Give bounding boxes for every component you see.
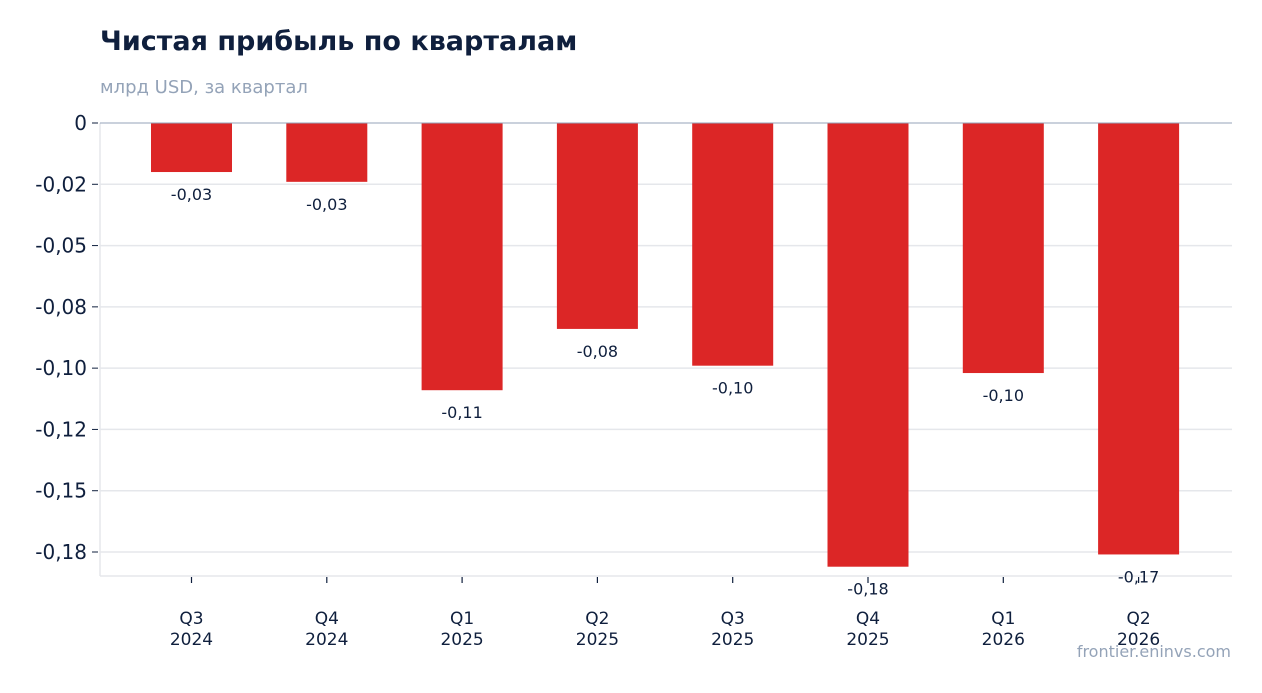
y-axis-ticks: 0 -0,02 -0,05 -0,08 -0,10 -0,12 -0,15 -0,18: [35, 111, 98, 564]
bar: [151, 123, 232, 173]
x-axis-ticks: Q32024Q42024Q12025Q22025Q32025Q42025Q120…: [170, 577, 1160, 650]
x-tick-label-year: 2024: [305, 630, 348, 650]
y-tick-label: -0,05: [35, 234, 87, 258]
data-label: -0,10: [712, 379, 753, 398]
y-tick-label: -0,18: [35, 540, 87, 564]
data-label: -0,18: [847, 580, 888, 599]
x-tick-label-year: 2024: [170, 630, 213, 650]
chart-subtitle: млрд USD, за квартал: [100, 77, 308, 98]
x-tick-label: Q3: [721, 609, 745, 629]
x-tick-label-year: 2026: [1117, 630, 1160, 650]
bar: [421, 123, 503, 391]
x-tick-label-year: 2025: [576, 630, 619, 650]
y-tick-label: -0,02: [35, 172, 87, 196]
data-label: -0,11: [441, 403, 482, 422]
bar: [286, 123, 368, 182]
data-label: -0,03: [171, 185, 212, 204]
y-tick-label: -0,08: [35, 295, 87, 319]
x-tick-label-year: 2025: [440, 630, 483, 650]
x-tick-label: Q4: [315, 609, 339, 629]
data-label: -0,17: [1118, 567, 1159, 586]
bar: [1098, 123, 1180, 555]
x-tick-label: Q3: [179, 609, 203, 629]
y-tick-label: -0,12: [35, 417, 87, 441]
y-tick-label: 0: [74, 111, 87, 135]
bar: [556, 123, 638, 329]
source-credit: frontier.eninvs.com: [1076, 642, 1231, 661]
x-tick-label: Q4: [856, 609, 880, 629]
x-tick-label-year: 2026: [982, 630, 1025, 650]
bars: [100, 122, 1232, 567]
bar: [827, 123, 909, 567]
x-tick-label-year: 2025: [711, 630, 754, 650]
data-label: -0,10: [983, 386, 1024, 405]
chart-title: Чистая прибыль по кварталам: [100, 26, 578, 57]
x-tick-label-year: 2025: [846, 630, 889, 650]
x-tick-label: Q2: [1126, 609, 1150, 629]
y-tick-label: -0,15: [35, 479, 87, 503]
x-tick-label: Q1: [450, 609, 474, 629]
x-tick-label: Q2: [585, 609, 609, 629]
bar: [692, 123, 774, 366]
y-tick-label: -0,10: [35, 356, 87, 380]
data-label: -0,08: [577, 342, 618, 361]
data-label: -0,03: [306, 195, 347, 214]
bar: [962, 123, 1044, 374]
data-labels: -0,03 -0,03 -0,11 -0,08 -0,10 -0,18 -0,10 -0,17: [171, 185, 1160, 599]
grid-lines: [99, 123, 1232, 577]
x-tick-label: Q1: [991, 609, 1015, 629]
